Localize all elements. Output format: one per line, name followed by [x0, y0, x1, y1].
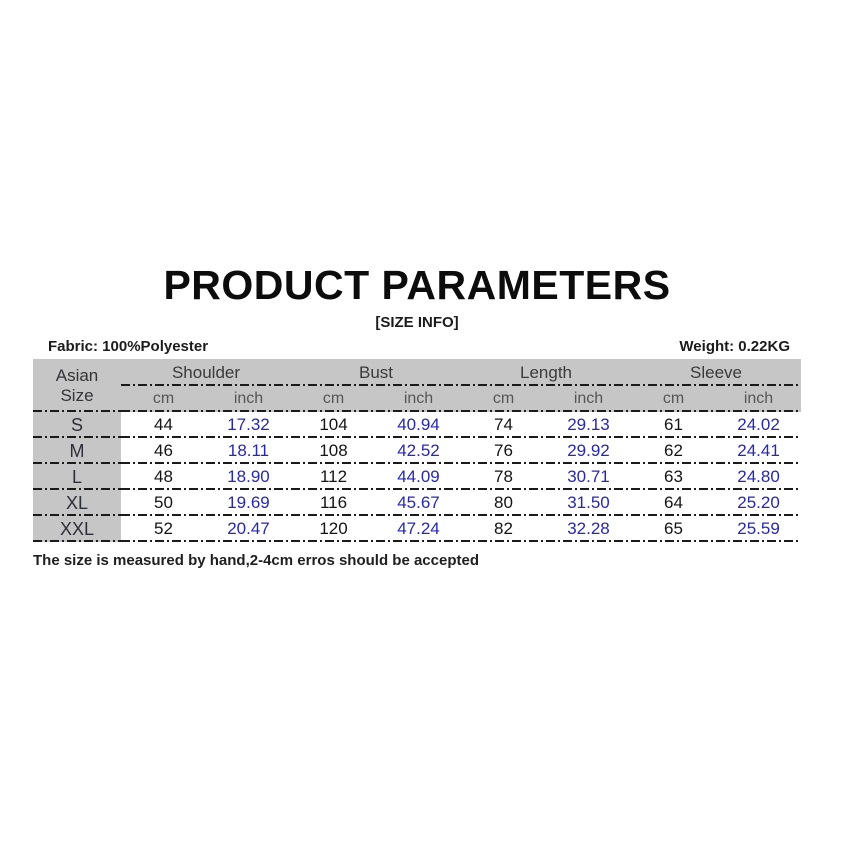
size-cell: XXL — [33, 516, 121, 542]
table-row-m: M 46 18.11 108 42.52 76 29.92 62 24.41 — [33, 438, 802, 464]
unit-header-row: cm inch cm inch cm inch cm inch — [33, 386, 802, 412]
inch-value-cell: 30.71 — [546, 464, 631, 490]
meta-row: Fabric: 100%Polyester Weight: 0.22KG — [33, 338, 801, 355]
inch-value-cell: 31.50 — [546, 490, 631, 516]
unit-header: cm — [631, 386, 716, 412]
cm-value-cell: 116 — [291, 490, 376, 516]
inch-value-cell: 29.13 — [546, 412, 631, 438]
unit-header: inch — [716, 386, 802, 412]
cm-value-cell: 62 — [631, 438, 716, 464]
inch-value-cell: 42.52 — [376, 438, 461, 464]
inch-value-cell: 17.32 — [206, 412, 291, 438]
size-info-subtitle: [SIZE INFO] — [375, 314, 459, 331]
size-table: Asian Size Shoulder Bust Length Sleeve c… — [33, 359, 802, 542]
table-row-l: L 48 18.90 112 44.09 78 30.71 63 24.80 — [33, 464, 802, 490]
table-row-s: S 44 17.32 104 40.94 74 29.13 61 24.02 — [33, 412, 802, 438]
cm-value-cell: 78 — [461, 464, 546, 490]
unit-header: inch — [206, 386, 291, 412]
cm-value-cell: 52 — [121, 516, 206, 542]
inch-value-cell: 32.28 — [546, 516, 631, 542]
measurement-note: The size is measured by hand,2-4cm erros… — [33, 552, 479, 569]
group-header-length: Length — [461, 359, 631, 386]
cm-value-cell: 64 — [631, 490, 716, 516]
inch-value-cell: 24.02 — [716, 412, 802, 438]
cm-value-cell: 76 — [461, 438, 546, 464]
weight-text: Weight: 0.22KG — [679, 338, 790, 355]
cm-value-cell: 74 — [461, 412, 546, 438]
inch-value-cell: 20.47 — [206, 516, 291, 542]
group-header-row: Asian Size Shoulder Bust Length Sleeve — [33, 359, 802, 412]
unit-header: inch — [376, 386, 461, 412]
inch-value-cell: 18.11 — [206, 438, 291, 464]
cm-value-cell: 65 — [631, 516, 716, 542]
asian-size-header-line1: Asian — [55, 365, 99, 385]
inch-value-cell: 40.94 — [376, 412, 461, 438]
cm-value-cell: 120 — [291, 516, 376, 542]
size-cell: XL — [33, 490, 121, 516]
cm-value-cell: 108 — [291, 438, 376, 464]
size-cell: L — [33, 464, 121, 490]
inch-value-cell: 29.92 — [546, 438, 631, 464]
cm-value-cell: 46 — [121, 438, 206, 464]
cm-value-cell: 48 — [121, 464, 206, 490]
cm-value-cell: 80 — [461, 490, 546, 516]
inch-value-cell: 44.09 — [376, 464, 461, 490]
cm-value-cell: 44 — [121, 412, 206, 438]
inch-value-cell: 25.20 — [716, 490, 802, 516]
inch-value-cell: 24.41 — [716, 438, 802, 464]
size-cell: M — [33, 438, 121, 464]
group-header-bust: Bust — [291, 359, 461, 386]
group-header-shoulder: Shoulder — [121, 359, 291, 386]
asian-size-header-line2: Size — [60, 385, 94, 405]
cm-value-cell: 61 — [631, 412, 716, 438]
group-header-sleeve: Sleeve — [631, 359, 802, 386]
cm-value-cell: 63 — [631, 464, 716, 490]
cm-value-cell: 50 — [121, 490, 206, 516]
fabric-text: Fabric: 100%Polyester — [48, 338, 209, 355]
size-cell: S — [33, 412, 121, 438]
asian-size-header: Asian Size — [33, 359, 121, 412]
page-title: PRODUCT PARAMETERS — [163, 262, 671, 308]
table-row-xl: XL 50 19.69 116 45.67 80 31.50 64 25.20 — [33, 490, 802, 516]
unit-header: inch — [546, 386, 631, 412]
unit-header: cm — [121, 386, 206, 412]
inch-value-cell: 19.69 — [206, 490, 291, 516]
inch-value-cell: 24.80 — [716, 464, 802, 490]
inch-value-cell: 45.67 — [376, 490, 461, 516]
inch-value-cell: 18.90 — [206, 464, 291, 490]
unit-header: cm — [461, 386, 546, 412]
inch-value-cell: 25.59 — [716, 516, 802, 542]
table-row-xxl: XXL 52 20.47 120 47.24 82 32.28 65 25.59 — [33, 516, 802, 542]
cm-value-cell: 104 — [291, 412, 376, 438]
cm-value-cell: 82 — [461, 516, 546, 542]
content-block: PRODUCT PARAMETERS [SIZE INFO] Fabric: 1… — [33, 262, 802, 569]
unit-header: cm — [291, 386, 376, 412]
inch-value-cell: 47.24 — [376, 516, 461, 542]
cm-value-cell: 112 — [291, 464, 376, 490]
